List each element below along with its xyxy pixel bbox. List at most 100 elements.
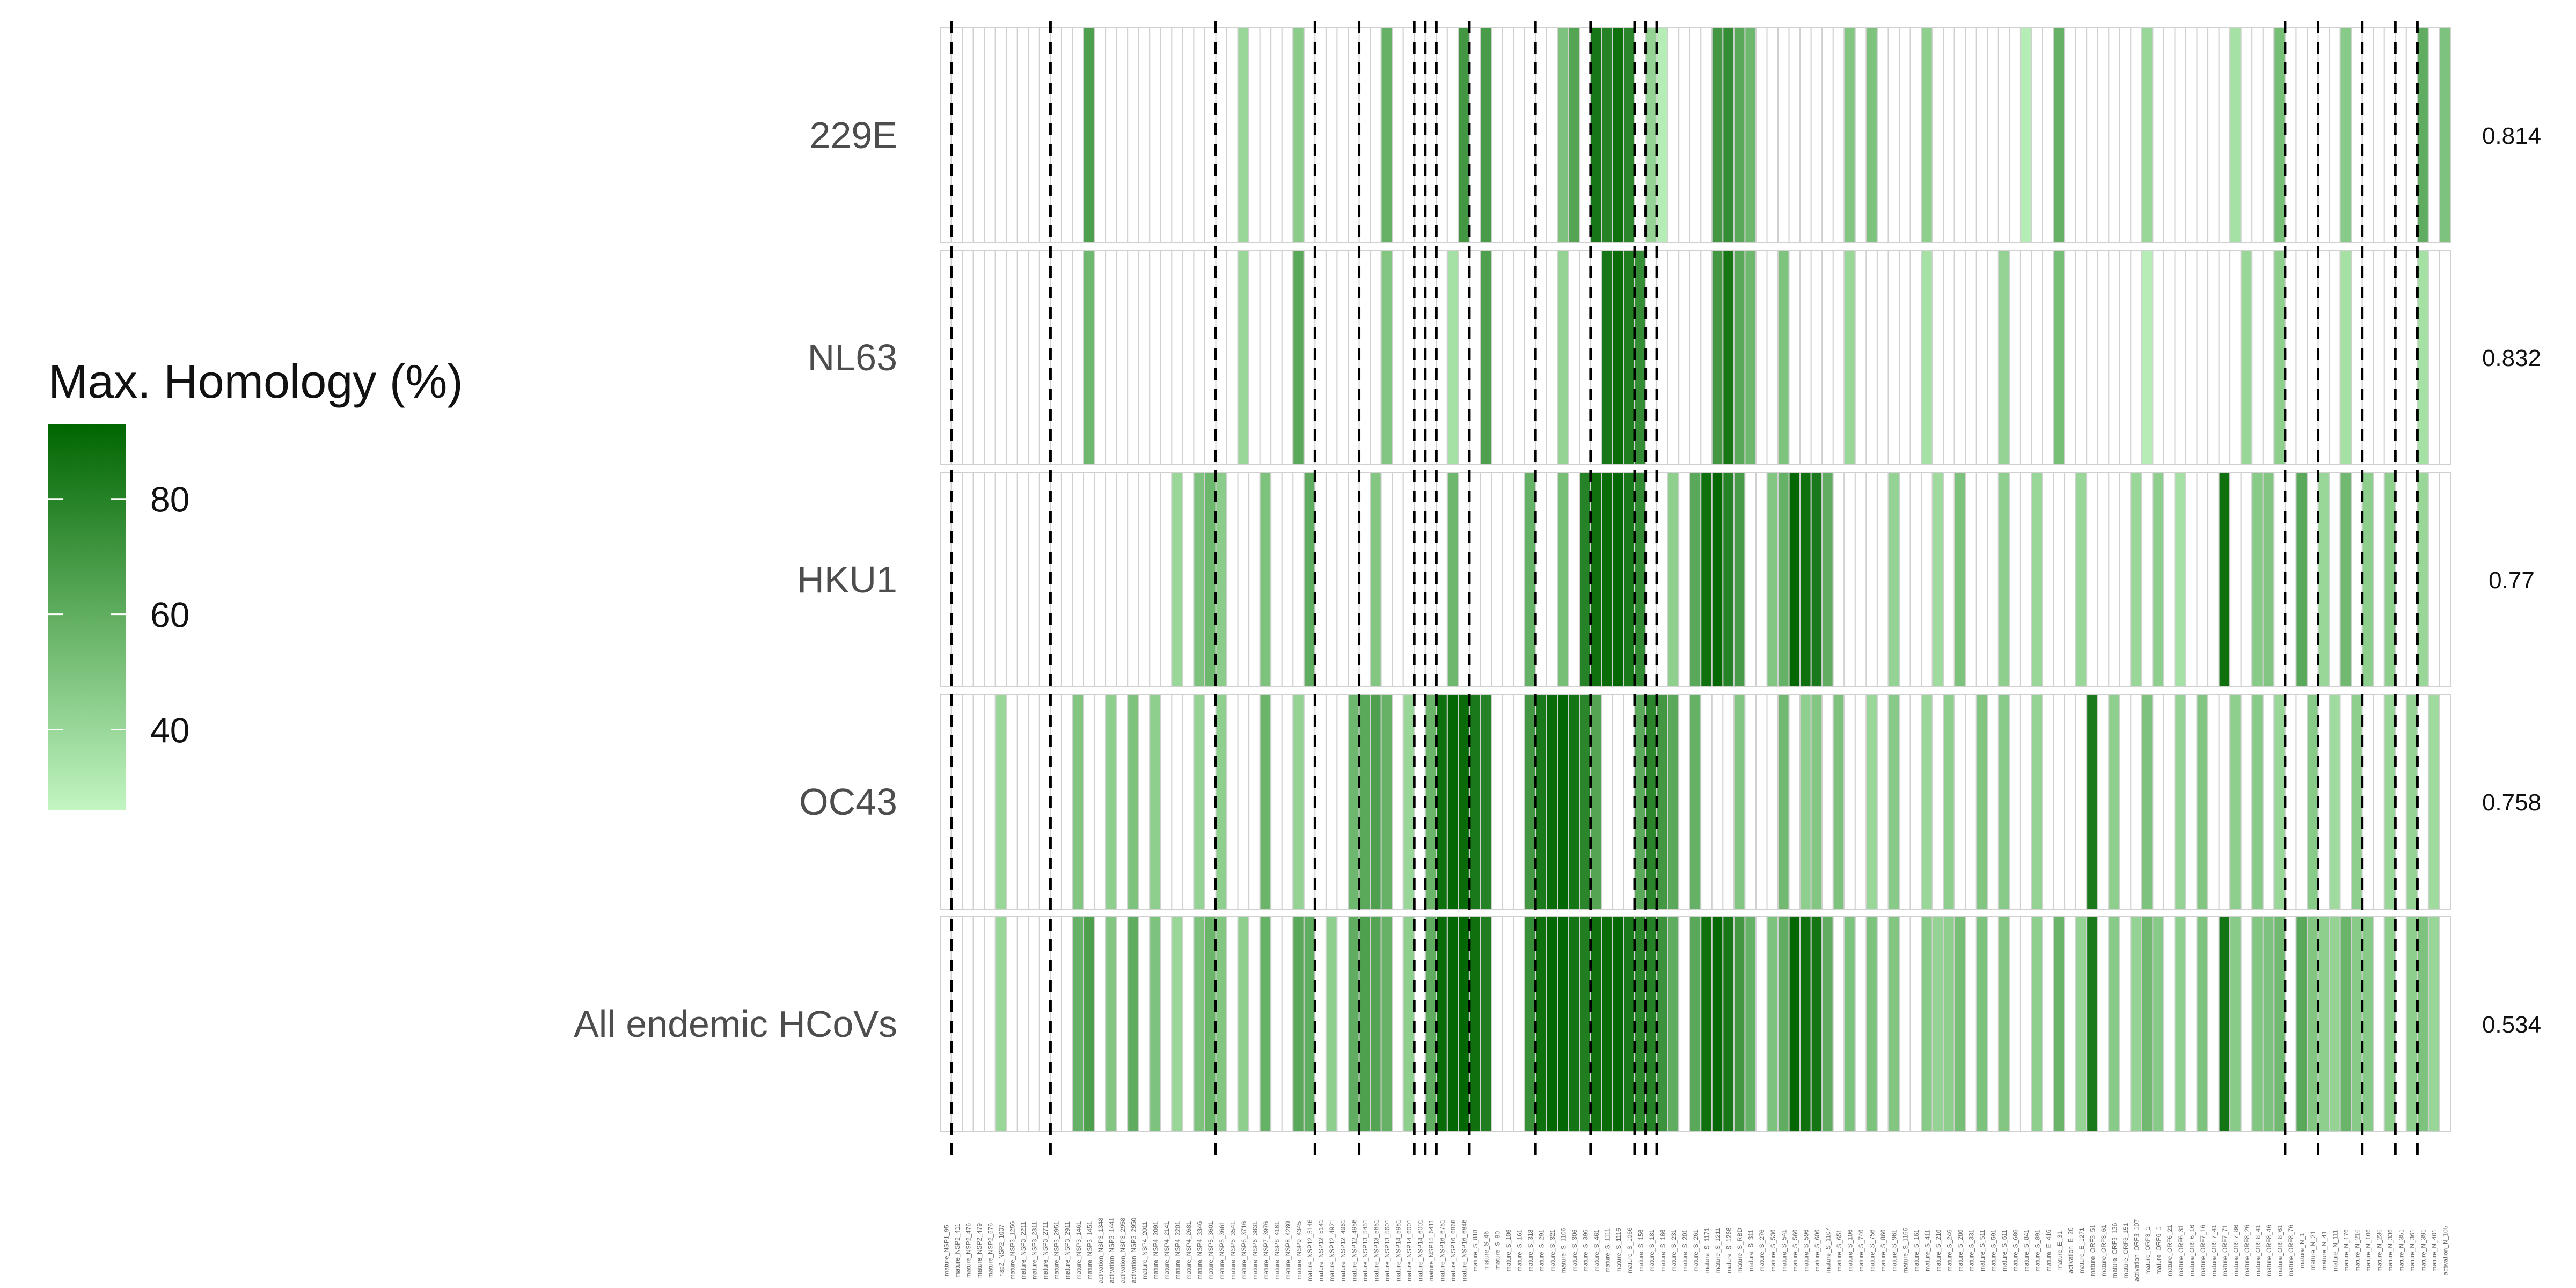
heatmap-cell — [2119, 250, 2132, 465]
heatmap-cell — [1127, 27, 1139, 243]
heatmap-cell — [1083, 250, 1095, 465]
heatmap-cell — [1171, 250, 1183, 465]
heatmap-cell — [1788, 250, 1801, 465]
heatmap-cell — [1358, 27, 1371, 243]
heatmap-cell — [2097, 916, 2110, 1132]
heatmap-cell — [1402, 472, 1415, 687]
heatmap-cell — [1997, 27, 2010, 243]
heatmap-cell — [1722, 250, 1735, 465]
heatmap-cell — [1722, 694, 1735, 910]
heatmap-cell — [1336, 27, 1349, 243]
heatmap-cell — [1392, 694, 1404, 910]
heatmap-cell — [1943, 694, 1955, 910]
heatmap-cell — [2306, 472, 2319, 687]
heatmap-cell — [2306, 250, 2319, 465]
heatmap-cell — [1050, 694, 1062, 910]
heatmap-cell — [1215, 27, 1228, 243]
heatmap-cell — [2295, 472, 2308, 687]
heatmap-row: All endemic HCoVs 0.534 — [574, 916, 2541, 1132]
heatmap-cell — [1006, 27, 1018, 243]
heatmap-cell — [2207, 472, 2220, 687]
heatmap-cell — [2196, 472, 2209, 687]
heatmap-cell — [2317, 250, 2330, 465]
heatmap-cell — [2395, 250, 2407, 465]
column-label: mature_NSP12_4956 — [1350, 1219, 1358, 1282]
heatmap-cell — [1480, 250, 1492, 465]
column-label: mature_NSP2_576 — [986, 1223, 994, 1278]
heatmap-cell — [1953, 472, 1966, 687]
heatmap-cell — [1347, 916, 1360, 1132]
heatmap-cell — [1810, 27, 1823, 243]
heatmap-cell — [1303, 472, 1316, 687]
heatmap-cell — [2207, 27, 2220, 243]
heatmap-cell — [1105, 250, 1117, 465]
heatmap-cell — [2439, 472, 2451, 687]
heatmap-cell — [2174, 916, 2187, 1132]
column-label: mature_NSP4_2091 — [1152, 1221, 1160, 1279]
column-label: nsp2_NSP2_1007 — [998, 1224, 1005, 1277]
heatmap-cell — [2130, 27, 2142, 243]
heatmap-cell — [2427, 27, 2440, 243]
heatmap-cell — [2383, 472, 2396, 687]
heatmap-cell — [2185, 694, 2198, 910]
heatmap-cell — [2218, 694, 2231, 910]
heatmap-cell — [1865, 694, 1878, 910]
column-label: mature_NSP16_6868 — [1450, 1219, 1457, 1282]
heatmap-cell — [2373, 27, 2385, 243]
heatmap-cell — [972, 250, 985, 465]
heatmap-cell — [1799, 250, 1812, 465]
heatmap-cell — [1865, 916, 1878, 1132]
heatmap-cell — [1292, 27, 1305, 243]
heatmap-cell — [1491, 250, 1503, 465]
heatmap-cell — [1149, 472, 1161, 687]
heatmap-cell — [1524, 27, 1536, 243]
heatmap-cell — [2395, 694, 2407, 910]
heatmap-cell — [1226, 916, 1239, 1132]
column-label: mature_S_396 — [1582, 1229, 1590, 1271]
heatmap-cell — [1612, 27, 1624, 243]
column-label: mature_N_41 — [2321, 1231, 2328, 1270]
heatmap-cell — [2251, 694, 2264, 910]
column-label: mature_ORF8_41 — [2255, 1225, 2262, 1276]
heatmap-cell — [2086, 916, 2098, 1132]
heatmap-cell — [1358, 694, 1371, 910]
heatmap-cell — [2284, 694, 2297, 910]
heatmap-cell — [2339, 250, 2352, 465]
column-label: mature_S_461 — [1593, 1229, 1600, 1271]
heatmap-cell — [1821, 472, 1834, 687]
heatmap-cell — [1060, 250, 1073, 465]
heatmap-cell — [1943, 250, 1955, 465]
heatmap-cell — [1127, 694, 1139, 910]
column-label: mature_N_21 — [2309, 1231, 2317, 1270]
heatmap-cell — [1458, 250, 1470, 465]
heatmap-cell — [2251, 250, 2264, 465]
legend-title: Max. Homology (%) — [48, 355, 463, 408]
heatmap-cell — [1931, 694, 1944, 910]
heatmap-cell — [1876, 916, 1889, 1132]
column-label: mature_S_286 — [1957, 1229, 1964, 1271]
heatmap-cell — [1402, 27, 1415, 243]
heatmap-cell — [2218, 916, 2231, 1132]
column-label: mature_S_1066 — [1626, 1227, 1634, 1274]
heatmap-cell — [1755, 472, 1768, 687]
heatmap-cell — [1689, 250, 1702, 465]
column-label: mature_NSP6_3831 — [1251, 1221, 1258, 1279]
heatmap-cell — [2174, 27, 2187, 243]
heatmap-cell — [1733, 250, 1746, 465]
heatmap-cell — [1788, 472, 1801, 687]
column-label: mature_NSP14_6001 — [1406, 1219, 1413, 1282]
heatmap-cell — [1744, 250, 1757, 465]
heatmap-cell — [994, 27, 1007, 243]
heatmap-cell — [2262, 472, 2275, 687]
heatmap-cell — [2229, 250, 2242, 465]
heatmap-cell — [2009, 916, 2021, 1132]
heatmap-cell — [1700, 27, 1713, 243]
heatmap-cell — [2339, 472, 2352, 687]
heatmap-cell — [1380, 472, 1393, 687]
heatmap-cell — [1865, 27, 1878, 243]
heatmap-cell — [1711, 27, 1724, 243]
heatmap-cell — [2373, 472, 2385, 687]
heatmap-cell — [1865, 472, 1878, 687]
column-label: mature_NSP8_4280 — [1284, 1221, 1292, 1279]
heatmap-cell — [1777, 27, 1790, 243]
